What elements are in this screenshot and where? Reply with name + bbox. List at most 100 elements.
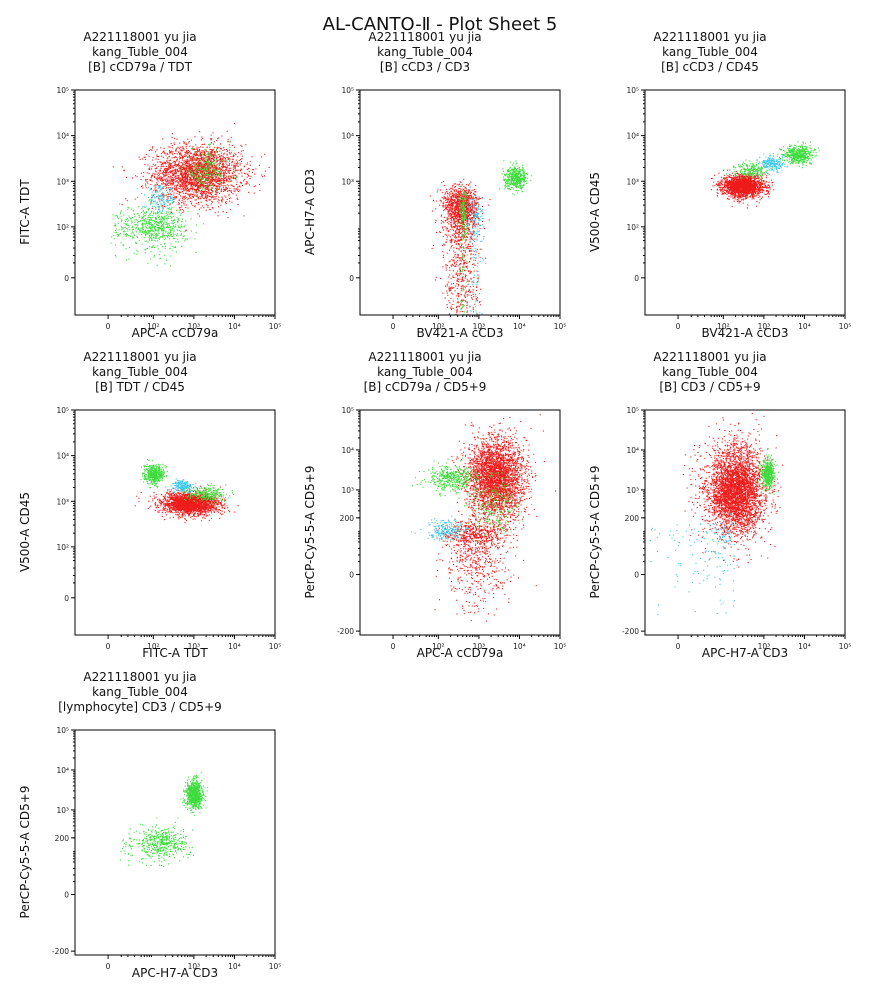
event-point	[458, 225, 460, 227]
event-point	[204, 181, 206, 183]
event-point	[184, 240, 186, 242]
event-point	[147, 229, 149, 231]
event-point	[223, 161, 225, 163]
event-point	[205, 170, 207, 172]
event-point	[162, 224, 164, 226]
event-point	[209, 182, 211, 184]
event-point	[451, 210, 453, 212]
event-point	[181, 185, 183, 187]
event-point	[186, 171, 188, 173]
event-point	[187, 184, 189, 186]
event-point	[151, 208, 153, 210]
event-point	[203, 167, 205, 169]
event-point	[451, 202, 453, 204]
event-point	[449, 200, 451, 202]
event-point	[156, 196, 158, 198]
event-point	[183, 143, 185, 145]
event-point	[207, 181, 209, 183]
event-point	[203, 157, 205, 159]
event-point	[446, 290, 448, 292]
event-point	[151, 149, 153, 151]
event-point	[212, 175, 214, 177]
event-point	[233, 164, 235, 166]
event-point	[164, 247, 166, 249]
event-point	[253, 192, 255, 194]
event-point	[464, 277, 466, 279]
event-point	[115, 231, 117, 233]
event-point	[431, 210, 433, 212]
event-point	[225, 166, 227, 168]
event-point	[457, 281, 459, 283]
event-point	[206, 178, 208, 180]
event-point	[205, 195, 207, 197]
event-point	[207, 153, 209, 155]
event-point	[207, 164, 209, 166]
event-point	[460, 190, 462, 192]
event-point	[201, 184, 203, 186]
event-point	[208, 199, 210, 201]
event-point	[464, 203, 466, 205]
event-point	[202, 185, 204, 187]
event-point	[180, 171, 182, 173]
event-point	[187, 187, 189, 189]
event-point	[155, 213, 157, 215]
event-point	[160, 167, 162, 169]
event-point	[164, 169, 166, 171]
event-point	[134, 215, 136, 217]
event-point	[213, 185, 215, 187]
event-point	[158, 211, 160, 213]
event-point	[200, 168, 202, 170]
event-point	[445, 263, 447, 265]
event-point	[472, 211, 474, 213]
event-point	[183, 176, 185, 178]
event-point	[213, 178, 215, 180]
event-point	[207, 177, 209, 179]
event-point	[217, 150, 219, 152]
event-point	[166, 183, 168, 185]
event-point	[220, 184, 222, 186]
event-point	[221, 200, 223, 202]
event-point	[209, 166, 211, 168]
event-point	[218, 202, 220, 204]
event-point	[172, 237, 174, 239]
event-point	[180, 161, 182, 163]
event-point	[150, 224, 152, 226]
event-point	[186, 162, 188, 164]
event-point	[211, 184, 213, 186]
event-point	[232, 185, 234, 187]
event-point	[165, 166, 167, 168]
event-point	[197, 158, 199, 160]
event-point	[187, 174, 189, 176]
event-point	[180, 234, 182, 236]
event-point	[166, 172, 168, 174]
event-point	[196, 177, 198, 179]
event-point	[162, 188, 164, 190]
event-point	[151, 224, 153, 226]
event-point	[166, 152, 168, 154]
event-point	[162, 192, 164, 194]
event-point	[174, 189, 176, 191]
event-point	[231, 201, 233, 203]
event-point	[153, 245, 155, 247]
event-point	[161, 209, 163, 211]
event-point	[211, 187, 213, 189]
event-point	[194, 168, 196, 170]
event-point	[165, 230, 167, 232]
event-point	[456, 247, 458, 249]
event-point	[191, 167, 193, 169]
event-point	[153, 239, 155, 241]
event-point	[163, 172, 165, 174]
event-point	[131, 208, 133, 210]
event-point	[190, 180, 192, 182]
event-point	[217, 178, 219, 180]
event-point	[234, 165, 236, 167]
event-point	[215, 151, 217, 153]
event-point	[214, 167, 216, 169]
event-point	[453, 260, 455, 262]
event-point	[240, 169, 242, 171]
event-point	[216, 186, 218, 188]
event-point	[197, 185, 199, 187]
event-point	[466, 262, 468, 264]
plot-panel-2: A221118001 yu jia kang_Tuble_004 [B] cCD3 …	[295, 30, 566, 360]
event-point	[180, 157, 182, 159]
